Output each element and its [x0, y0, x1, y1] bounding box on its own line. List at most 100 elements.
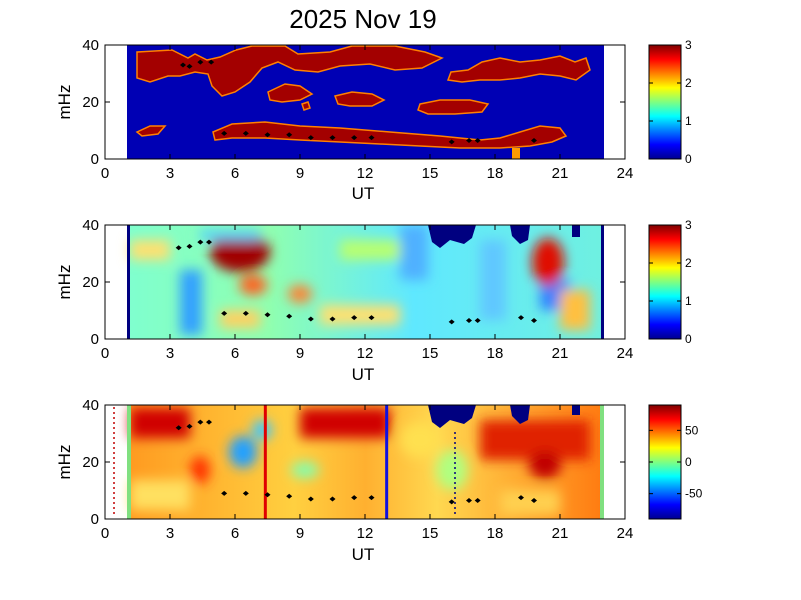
marker-point: [474, 497, 481, 503]
colorbar-tick-label: 1: [685, 294, 692, 308]
marker-point: [307, 316, 314, 322]
x-tick-label: 18: [487, 345, 504, 362]
x-tick-label: 0: [101, 345, 109, 362]
colorbar-middle: 0 1 2 3: [648, 218, 692, 346]
colorbar-tick-label: 0: [685, 455, 692, 469]
y-ticks-top: 0 20 40: [82, 37, 625, 168]
colorbar-tick-label: -50: [685, 487, 703, 501]
x-ticks-middle: 0 3 6 9 12 15 18 21 24: [101, 225, 634, 362]
x-tick-label: 9: [296, 165, 304, 182]
x-tick-label: 12: [357, 345, 374, 362]
marker-point: [518, 495, 524, 501]
marker-point: [466, 497, 472, 503]
x-tick-label: 24: [617, 345, 634, 362]
marker-point: [197, 239, 204, 245]
marker-point: [221, 310, 228, 316]
marker-point: [368, 495, 375, 501]
marker-point: [474, 137, 481, 143]
marker-point: [206, 419, 212, 425]
y-ticks-middle: 0 20 40: [82, 217, 625, 348]
marker-point: [186, 63, 193, 69]
figure-title: 2025 Nov 19: [289, 4, 436, 34]
marker-point: [286, 313, 293, 319]
x-tick-label: 6: [231, 345, 239, 362]
x-tick-label: 3: [166, 345, 174, 362]
colorbar-tick-label: 3: [685, 218, 692, 232]
marker-point: [466, 137, 472, 143]
marker-point: [329, 316, 336, 322]
marker-point: [329, 496, 336, 502]
marker-point: [286, 132, 293, 138]
colorbar-top: 0 1 2 3: [648, 38, 692, 166]
marker-point: [175, 425, 182, 431]
markers-top: [180, 59, 537, 145]
x-tick-label: 0: [101, 165, 109, 182]
y-tick-label: 20: [82, 454, 99, 471]
colorbar-tick-label: 50: [685, 423, 699, 437]
x-tick-label: 12: [357, 165, 374, 182]
x-axis-label-middle: UT: [352, 365, 375, 384]
marker-point: [242, 310, 249, 316]
marker-point: [466, 317, 472, 323]
x-tick-label: 3: [166, 525, 174, 542]
marker-point: [180, 62, 186, 68]
marker-point: [474, 317, 481, 323]
colorbar-tick-label: 0: [685, 152, 692, 166]
colorbar-bottom: -50 0 50: [648, 404, 703, 520]
colorbar-tick-label: 0: [685, 332, 692, 346]
marker-point: [186, 243, 193, 249]
colorbar-tick-label: 2: [685, 76, 692, 90]
marker-point: [264, 492, 271, 498]
x-tick-label: 6: [231, 165, 239, 182]
y-tick-label: 0: [91, 511, 99, 528]
x-ticks-top: 0 3 6 9 12 15 18 21 24: [101, 45, 633, 182]
x-tick-label: 18: [487, 165, 504, 182]
x-tick-label: 15: [422, 525, 439, 542]
x-tick-label: 12: [357, 525, 374, 542]
x-tick-label: 3: [166, 165, 174, 182]
x-tick-label: 15: [422, 345, 439, 362]
y-axis-label-bottom: mHz: [55, 445, 74, 480]
colorbar-tick-label: 3: [685, 38, 692, 52]
marker-point: [264, 312, 271, 318]
y-axis-label-top: mHz: [55, 85, 74, 120]
x-axis-label-top: UT: [352, 184, 375, 203]
marker-point: [368, 315, 375, 321]
marker-point: [286, 493, 293, 499]
vertical-lines-bottom: [263, 405, 389, 519]
marker-point: [206, 239, 212, 245]
marker-point: [197, 419, 204, 425]
x-tick-label: 0: [101, 525, 109, 542]
y-tick-label: 40: [82, 397, 99, 414]
colorbar-tick-label: 1: [685, 114, 692, 128]
x-tick-label: 21: [552, 345, 569, 362]
marker-point: [208, 59, 215, 65]
marker-point: [531, 497, 537, 503]
marker-point: [221, 490, 228, 496]
colorbar-ticks-bottom: -50 0 50: [649, 423, 703, 501]
marker-point: [531, 137, 537, 143]
x-tick-label: 21: [552, 165, 569, 182]
marker-point: [221, 130, 228, 136]
x-tick-label: 24: [617, 525, 634, 542]
marker-point: [242, 130, 249, 136]
y-tick-label: 40: [82, 217, 99, 234]
y-tick-label: 20: [82, 94, 99, 111]
panel-bottom: 0 3 6 9 12 15 18 21 24 0 20 40 UT mHz -50 0 50: [55, 397, 703, 564]
x-axis-label-bottom: UT: [352, 545, 375, 564]
marker-point: [186, 423, 193, 429]
heatmap-middle: [127, 225, 604, 339]
marker-point: [175, 245, 182, 251]
marker-point: [351, 315, 358, 321]
heatmap-top: [127, 45, 604, 159]
x-tick-label: 6: [231, 525, 239, 542]
marker-point: [242, 490, 249, 496]
x-tick-label: 21: [552, 525, 569, 542]
marker-point: [307, 135, 314, 141]
colorbar-ticks-middle: 0 1 2 3: [649, 218, 692, 346]
markers-bottom: [175, 419, 537, 505]
marker-point: [448, 319, 455, 325]
